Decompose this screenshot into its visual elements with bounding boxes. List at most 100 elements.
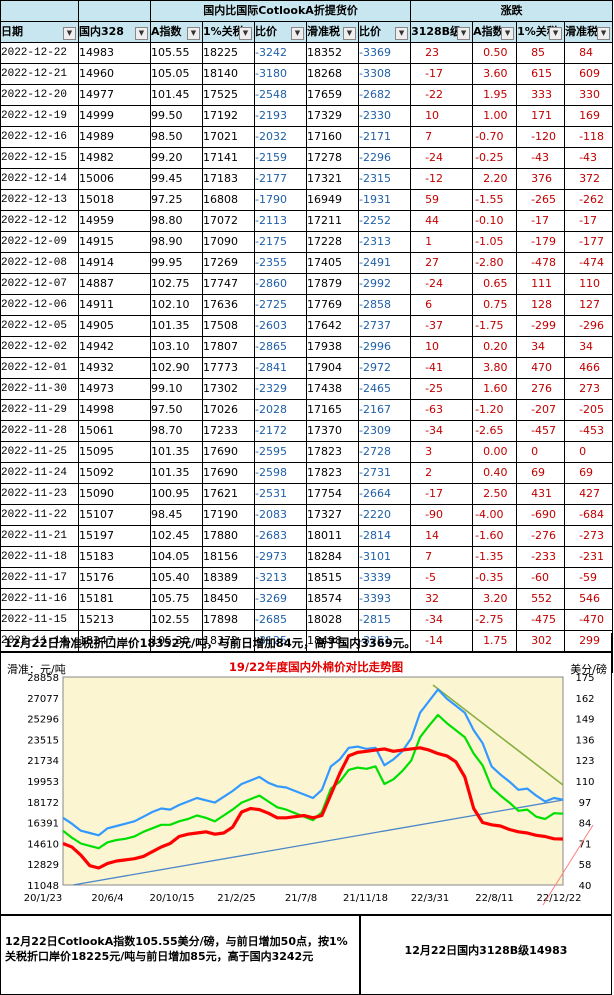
table-row: 2022-11-17 15176 105.40 18389 -3213 18515 -333… xyxy=(0,567,614,589)
table-cell: 1.60 xyxy=(472,378,518,400)
table-cell: 1.95 xyxy=(472,84,518,106)
plot-area xyxy=(62,676,564,886)
left-tick-label: 27077 xyxy=(27,694,59,705)
filter-dropdown-icon[interactable]: ▼ xyxy=(239,27,252,40)
table-cell: 2022-11-17 xyxy=(0,567,79,589)
column-header-label: 滑准税 xyxy=(307,25,341,38)
table-row: 2022-11-18 15183 104.05 18156 -2973 18284 -310… xyxy=(0,546,614,568)
table-cell: 17823 xyxy=(306,462,359,484)
table-cell: 17659 xyxy=(306,84,359,106)
left-tick-label: 14610 xyxy=(27,839,59,850)
filter-dropdown-icon[interactable]: ▼ xyxy=(187,27,200,40)
x-tick-label: 21/7/8 xyxy=(285,893,317,904)
left-tick-label: 28858 xyxy=(27,673,59,684)
table-cell: -3180 xyxy=(254,63,307,85)
column-header[interactable]: 1%关税 ▼ xyxy=(202,21,255,43)
column-header[interactable]: A指数 ▼ xyxy=(150,21,203,43)
table-cell: 169 xyxy=(564,105,614,127)
table-cell: 14914 xyxy=(78,252,151,274)
column-header[interactable]: 日期 ▼ xyxy=(0,21,79,43)
column-header-row: 日期 ▼ 国内328 ▼ A指数 ▼ 1%关税 ▼ 比价 ▼ 滑准税 ▼ 比价 ▼ 3128B级 ▼ A指数 ▼ 1… xyxy=(0,21,614,43)
table-cell: 102.10 xyxy=(150,294,203,316)
table-cell: -2177 xyxy=(254,168,307,190)
table-cell: 32 xyxy=(410,588,474,610)
table-row: 2022-11-24 15092 101.35 17690 -2598 17823 -273… xyxy=(0,462,614,484)
table-cell: 2 xyxy=(410,462,474,484)
table-cell: -2598 xyxy=(254,462,307,484)
table-cell: 17072 xyxy=(202,210,255,232)
column-header[interactable]: A指数 ▼ xyxy=(472,21,518,43)
table-cell: 15090 xyxy=(78,483,151,505)
table-cell: 2022-12-05 xyxy=(0,315,79,337)
table-cell: 16949 xyxy=(306,189,359,211)
table-cell: 14911 xyxy=(78,294,151,316)
table-cell: -453 xyxy=(564,420,614,442)
right-tick-label: 149 xyxy=(575,715,594,726)
table-cell: -2973 xyxy=(254,546,307,568)
column-header[interactable]: 滑准税 ▼ xyxy=(306,21,359,43)
table-cell: -1931 xyxy=(357,189,412,211)
right-tick-label: 110 xyxy=(575,777,594,788)
table-cell: 14960 xyxy=(78,63,151,85)
table-cell: 18011 xyxy=(306,525,359,547)
x-tick-label: 22/12/22 xyxy=(537,893,582,904)
column-header[interactable]: 比价 ▼ xyxy=(357,21,412,43)
table-cell: -17 xyxy=(516,210,566,232)
table-cell: 17165 xyxy=(306,399,359,421)
table-row: 2022-11-23 15090 100.95 17621 -2531 17754 -266… xyxy=(0,483,614,505)
x-tick-label: 21/2/25 xyxy=(217,893,256,904)
filter-dropdown-icon[interactable]: ▼ xyxy=(63,27,76,40)
table-cell: -0.10 xyxy=(472,210,518,232)
filter-dropdown-icon[interactable]: ▼ xyxy=(549,27,563,40)
column-header[interactable]: 国内328 ▼ xyxy=(78,21,151,43)
table-cell: 14982 xyxy=(78,147,151,169)
table-cell: -475 xyxy=(516,609,566,631)
column-header[interactable]: 比价 ▼ xyxy=(254,21,307,43)
table-cell: 17773 xyxy=(202,357,255,379)
table-cell: -1.60 xyxy=(472,525,518,547)
filter-dropdown-icon[interactable]: ▼ xyxy=(291,27,304,40)
table-cell: -2171 xyxy=(357,126,412,148)
right-axis-label: 美分/磅 xyxy=(570,662,607,676)
right-tick-label: 175 xyxy=(575,673,594,684)
column-header[interactable]: 3128B级 ▼ xyxy=(410,21,474,43)
table-cell: 0.50 xyxy=(472,42,518,64)
table-cell: -2815 xyxy=(357,609,412,631)
filter-dropdown-icon[interactable]: ▼ xyxy=(501,27,515,40)
table-cell: -1.05 xyxy=(472,231,518,253)
table-cell: -2252 xyxy=(357,210,412,232)
table-cell: 2022-12-09 xyxy=(0,231,79,253)
table-cell: 17327 xyxy=(306,504,359,526)
table-cell: 17405 xyxy=(306,252,359,274)
table-cell: 17026 xyxy=(202,399,255,421)
table-cell: 17370 xyxy=(306,420,359,442)
left-tick-label: 21734 xyxy=(27,756,59,767)
right-tick-label: 71 xyxy=(579,839,592,850)
table-cell: 2022-11-24 xyxy=(0,462,79,484)
price-table: 国内比国际CotlookA折提货价 涨跌 日期 ▼ 国内328 ▼ A指数 ▼ 1%关税 ▼ 比… xyxy=(0,0,614,673)
table-cell: -2548 xyxy=(254,84,307,106)
table-cell: 2022-11-18 xyxy=(0,546,79,568)
table-cell: -41 xyxy=(410,357,474,379)
filter-dropdown-icon[interactable]: ▼ xyxy=(395,27,409,40)
table-cell: 2022-12-21 xyxy=(0,63,79,85)
column-header[interactable]: 1%关税 ▼ xyxy=(516,21,566,43)
column-header[interactable]: 滑准税 ▼ xyxy=(564,21,614,43)
table-cell: -12 xyxy=(410,168,474,190)
filter-dropdown-icon[interactable]: ▼ xyxy=(457,27,471,40)
filter-dropdown-icon[interactable]: ▼ xyxy=(135,27,148,40)
table-cell: 111 xyxy=(516,273,566,295)
table-cell: 546 xyxy=(564,588,614,610)
table-cell: 102.75 xyxy=(150,273,203,295)
table-cell: 18268 xyxy=(306,63,359,85)
column-header-label: 3128B级 xyxy=(411,25,462,38)
table-cell: 18284 xyxy=(306,546,359,568)
table-cell: 2022-12-22 xyxy=(0,42,79,64)
filter-dropdown-icon[interactable]: ▼ xyxy=(343,27,356,40)
table-cell: 17192 xyxy=(202,105,255,127)
table-cell: 2022-11-29 xyxy=(0,399,79,421)
filter-dropdown-icon[interactable]: ▼ xyxy=(597,27,611,40)
table-cell: 3.80 xyxy=(472,357,518,379)
table-cell: 34 xyxy=(516,336,566,358)
table-cell: -2220 xyxy=(357,504,412,526)
